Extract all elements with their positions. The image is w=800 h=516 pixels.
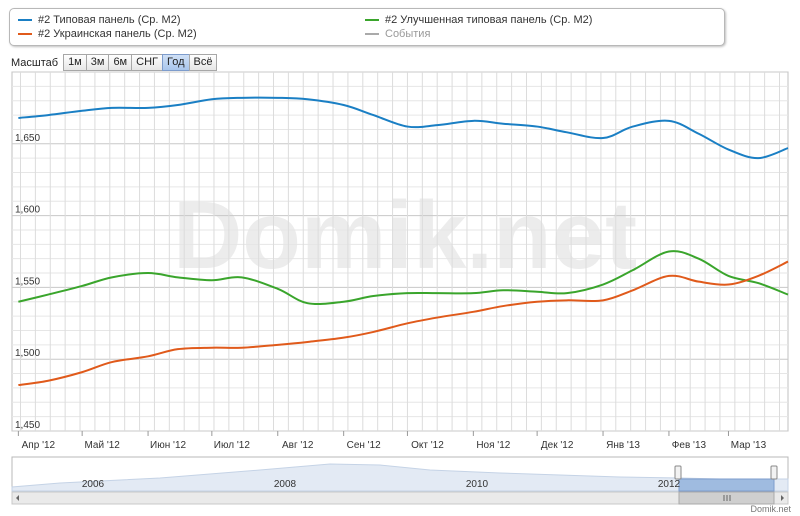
x-tick-label: Янв '13 [606, 440, 640, 451]
y-axis: 1,450 1,500 1,550 1,600 1,650 [15, 133, 40, 431]
x-tick-label: Мар '13 [731, 440, 767, 451]
series-line-1 [18, 250, 789, 306]
x-tick-label: Окт '12 [411, 440, 444, 451]
navigator-selection [678, 478, 775, 492]
x-tick-label: Фев '13 [672, 440, 707, 451]
y-tick-label: 1,600 [15, 205, 40, 216]
navigator-year-label: 2006 [82, 479, 105, 490]
navigator-scrollbar [11, 491, 789, 505]
legend-item-label: #2 Улучшенная типовая панель (Ср. М2) [385, 14, 593, 26]
x-tick-label: Дек '12 [541, 440, 574, 451]
legend-item-typical-panel[interactable]: #2 Типовая панель (Ср. М2) [18, 14, 180, 26]
x-tick-label: Авг '12 [282, 440, 314, 451]
x-tick-label: Сен '12 [347, 440, 382, 451]
y-tick-label: 1,500 [15, 348, 40, 359]
grid [11, 71, 789, 432]
scroll-right-arrow-icon [781, 495, 784, 501]
legend-swatch-icon [365, 33, 379, 35]
legend-item-events[interactable]: События [365, 28, 430, 40]
navigator-handle-left-icon [674, 465, 682, 480]
credit: Domik.net [750, 504, 791, 514]
legend-item-label: События [385, 28, 431, 40]
legend-item-improved-panel[interactable]: #2 Улучшенная типовая панель (Ср. М2) [365, 14, 592, 26]
x-tick-label: Май '12 [84, 440, 120, 451]
zoom-label: Масштаб [11, 56, 59, 69]
x-axis: Апр '12 Май '12 Июн '12 Июл '12 Авг '12 Сен '… [17, 431, 767, 451]
series-lines [18, 96, 789, 387]
navigator-frame [11, 456, 789, 492]
navigator-area [11, 463, 789, 492]
scroll-left-arrow-icon [16, 495, 19, 501]
zoom-button-1m[interactable]: 1м [63, 54, 87, 71]
y-tick-label: 1,650 [15, 133, 40, 144]
legend-swatch-icon [18, 33, 32, 35]
legend: #2 Типовая панель (Ср. М2) #2 Улучшенная… [9, 8, 725, 46]
navigator-year-label: 2010 [466, 479, 489, 490]
legend-item-label: #2 Украинская панель (Ср. М2) [38, 28, 197, 40]
navigator-year-label: 2012 [658, 479, 681, 490]
x-tick-label: Апр '12 [22, 440, 56, 451]
series-line-2 [18, 260, 789, 387]
navigator-year-label: 2008 [274, 479, 297, 490]
zoom-button-year[interactable]: Год [161, 54, 190, 71]
y-tick-label: 1,450 [15, 420, 40, 431]
zoom-button-all[interactable]: Всё [188, 54, 218, 71]
navigator-scrollbar-thumb [678, 491, 775, 505]
watermark: Domik.net [173, 182, 637, 289]
series-line-0 [18, 96, 789, 160]
x-tick-label: Июл '12 [214, 440, 251, 451]
zoom-button-3m[interactable]: 3м [85, 54, 110, 71]
zoom-selector: Масштаб 1м 3м 6м СНГ Год Всё [11, 54, 218, 71]
zoom-button-6m[interactable]: 6м [108, 54, 133, 71]
navigator-handle-right-icon [770, 465, 778, 480]
navigator[interactable]: 2006 2008 2010 2012 [11, 456, 789, 505]
legend-swatch-icon [18, 19, 32, 21]
y-tick-label: 1,550 [15, 276, 40, 287]
plot-border [11, 71, 789, 432]
legend-item-label: #2 Типовая панель (Ср. М2) [38, 14, 181, 26]
legend-item-ukrainian-panel[interactable]: #2 Украинская панель (Ср. М2) [18, 28, 197, 40]
legend-swatch-icon [365, 19, 379, 21]
x-tick-label: Июн '12 [150, 440, 186, 451]
x-tick-label: Ноя '12 [476, 440, 510, 451]
zoom-button-ytd[interactable]: СНГ [131, 54, 163, 71]
